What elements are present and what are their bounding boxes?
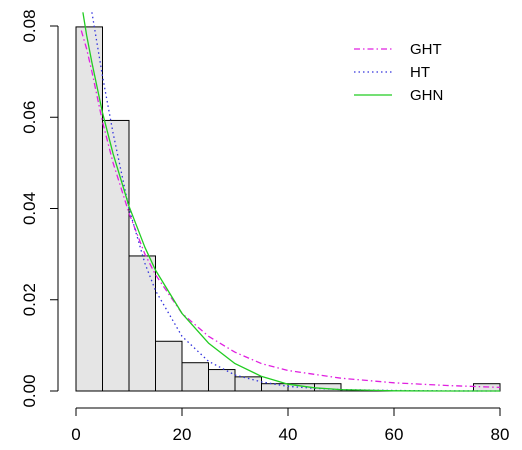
x-tick-label: 0 (71, 425, 80, 444)
axes: 0 20 40 60 80 0.00 0.02 0.04 0.06 0.08 (20, 9, 509, 444)
histogram-bars (75, 26, 501, 392)
legend: GHT HT GHN (354, 41, 443, 104)
y-tick-label: 0.00 (20, 374, 39, 407)
histogram-bar (155, 340, 183, 392)
legend-label: GHN (410, 87, 443, 104)
y-tick-label: 0.02 (20, 283, 39, 316)
histogram-bar (75, 26, 103, 392)
x-tick-label: 40 (279, 425, 298, 444)
legend-item-ht: HT (354, 64, 430, 81)
x-tick-label: 80 (491, 425, 510, 444)
legend-label: GHT (410, 41, 442, 58)
histogram-bar (128, 255, 156, 392)
x-tick-label: 20 (173, 425, 192, 444)
x-axis: 0 20 40 60 80 (71, 407, 510, 444)
y-tick-label: 0.04 (20, 192, 39, 225)
histogram-bar (102, 119, 130, 392)
legend-item-ghn: GHN (354, 87, 443, 104)
density-curves (80, 12, 501, 392)
legend-item-ght: GHT (354, 41, 442, 58)
curve-ghn (82, 12, 500, 392)
y-tick-label: 0.08 (20, 9, 39, 42)
y-tick-label: 0.06 (20, 101, 39, 134)
legend-label: HT (410, 64, 430, 81)
y-axis: 0.00 0.02 0.04 0.06 0.08 (20, 9, 59, 408)
histogram-bar (181, 362, 209, 392)
x-tick-label: 60 (385, 425, 404, 444)
